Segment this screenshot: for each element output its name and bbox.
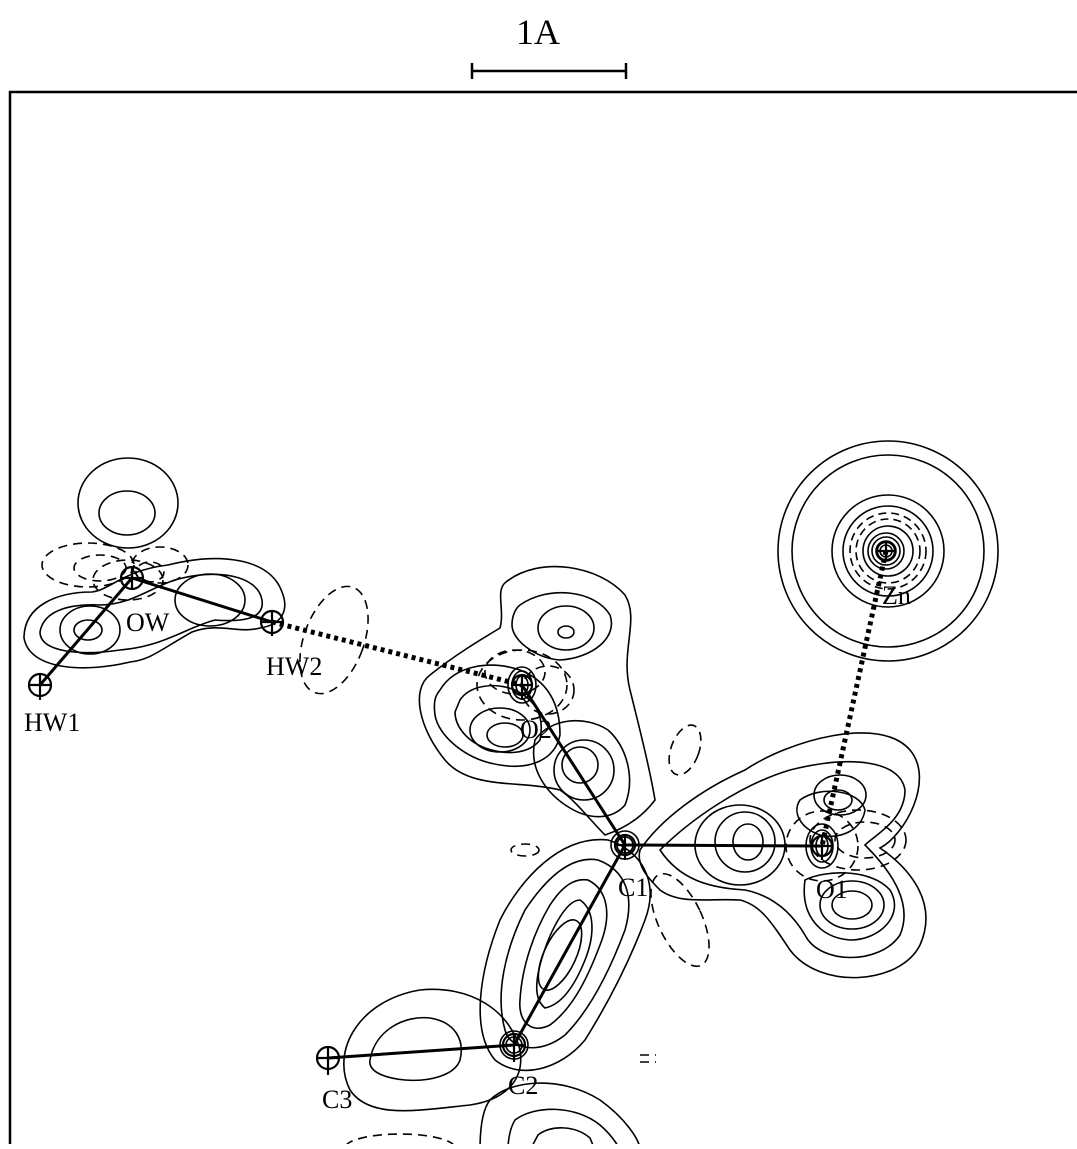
bond-ow-hw2: [130, 576, 274, 624]
atom-marker-zn: [875, 540, 897, 562]
scale-bar-label: 1A: [516, 12, 560, 52]
atom-label-hw2: HW2: [266, 652, 322, 681]
atom-markers: [27, 540, 897, 1075]
atom-label-ow: OW: [126, 608, 170, 637]
bond-hw2-o2: [271, 619, 523, 688]
bonds: [38, 550, 889, 1060]
bond-hw1-ow: [38, 576, 134, 687]
atom-marker-c1: [613, 833, 637, 860]
bond-c1-c2: [512, 843, 627, 1047]
bond-zn-o1: [819, 550, 889, 847]
atom-label-hw1: HW1: [24, 708, 80, 737]
atom-marker-hw2: [259, 609, 285, 636]
bond-c2-c3: [326, 1043, 516, 1060]
atom-label-c1: C1: [618, 873, 648, 902]
contours-water: [23, 457, 369, 695]
atom-label-zn: Zn: [882, 581, 911, 610]
atom-label-o1: O1: [816, 875, 848, 904]
contours-carboxylate: [343, 565, 927, 1149]
scale-bar: 1A: [470, 12, 628, 79]
atom-labels: OW HW1 HW2 O2 Zn C1 O1 C2 C3: [24, 581, 911, 1114]
bond-o2-c1: [520, 683, 627, 847]
atom-marker-o1: [810, 834, 834, 860]
atom-label-o2: O2: [520, 715, 552, 744]
contours-zn: [777, 440, 999, 662]
atom-marker-c3: [315, 1045, 341, 1075]
atom-label-c3: C3: [322, 1085, 352, 1114]
atom-label-c2: C2: [508, 1071, 538, 1100]
atom-marker-o2: [510, 673, 534, 700]
atom-marker-ow: [119, 565, 145, 591]
atom-marker-hw1: [27, 672, 53, 700]
map-frame: [8, 90, 1077, 1144]
atom-marker-c2: [501, 1032, 527, 1062]
bond-c1-o1: [623, 843, 824, 848]
